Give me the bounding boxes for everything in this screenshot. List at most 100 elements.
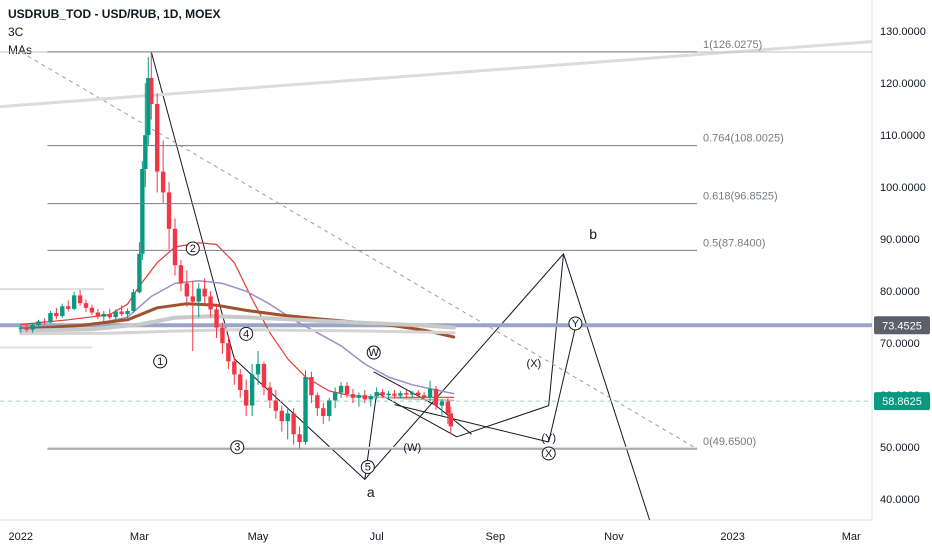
candle	[208, 291, 213, 318]
candle-body	[77, 295, 83, 304]
price-tag: 73.4525	[874, 316, 930, 335]
candle	[279, 405, 284, 432]
candle-body	[184, 283, 190, 297]
candle-body	[125, 310, 130, 315]
candle	[249, 364, 255, 416]
wave-label: 3	[230, 440, 245, 455]
candle-body	[327, 400, 332, 416]
wave-label-circle	[568, 316, 583, 331]
candle-body	[71, 295, 77, 309]
y-tick-label: 80.0000	[880, 286, 920, 298]
candle-body	[107, 314, 112, 318]
candle-body	[332, 392, 338, 401]
wave-label: Y	[568, 316, 583, 331]
wave-label: 1	[153, 354, 168, 369]
y-tick-label: 50.0000	[880, 442, 920, 454]
candle	[160, 140, 166, 203]
candle-body	[48, 313, 53, 323]
candle	[178, 260, 184, 292]
candle	[83, 299, 89, 312]
candle-body	[36, 321, 41, 325]
candle-body	[448, 413, 454, 427]
candle	[220, 322, 225, 354]
candle-body	[386, 393, 391, 396]
candle-body	[178, 265, 184, 284]
wave-label: 4	[239, 326, 254, 341]
candle-body	[404, 393, 409, 395]
candle-body	[208, 296, 213, 310]
moving-average-line	[18, 314, 456, 333]
candle-body	[350, 394, 356, 398]
candle-body	[392, 393, 397, 396]
candle-body	[140, 169, 145, 254]
wave-label-text: 4	[243, 328, 249, 340]
candle	[36, 319, 41, 328]
candle	[386, 391, 391, 399]
candle	[48, 310, 53, 324]
wave-label: (X)	[527, 358, 542, 370]
x-tick-label: May	[248, 531, 269, 543]
candle-body	[131, 292, 136, 311]
x-tick-label: 2022	[9, 531, 33, 543]
drawing-layer	[0, 40, 873, 521]
x-tick-label: 2023	[720, 531, 744, 543]
candle-body	[416, 392, 421, 396]
indicator-label-3c[interactable]: 3C	[8, 25, 24, 39]
candle-body	[95, 312, 101, 317]
candle-body	[166, 192, 172, 229]
price-tag-label: 73.4525	[882, 320, 922, 332]
candle	[131, 289, 136, 314]
wave-label-text: 1	[157, 356, 163, 368]
fib-level-label: 0(49.6500)	[703, 436, 756, 448]
candle-body	[232, 361, 237, 375]
candle	[24, 324, 29, 332]
wave-label: W	[366, 345, 381, 360]
wave-label-circle	[153, 354, 168, 369]
chart-title: USDRUB_TOD - USD/RUB, 1D, MOEX	[8, 7, 221, 21]
price-axis: 40.000050.000060.000070.000080.000090.00…	[880, 26, 926, 506]
candle-body	[374, 392, 379, 397]
fib-level-label: 0.618(96.8525)	[703, 191, 778, 203]
candle	[344, 382, 350, 398]
wave-label-text: 3	[234, 442, 240, 454]
candle-body	[285, 413, 290, 422]
moving-average-line	[20, 280, 455, 395]
candle	[238, 369, 243, 398]
x-tick-label: Mar	[130, 531, 149, 543]
y-tick-label: 120.0000	[880, 78, 926, 90]
candle	[172, 218, 178, 276]
wave-label: (Y)	[541, 432, 556, 444]
candle-body	[291, 413, 296, 435]
y-tick-label: 110.0000	[880, 130, 925, 142]
y-tick-label: 100.0000	[880, 182, 926, 194]
wave-label-text: W	[369, 347, 380, 359]
candle-body	[196, 288, 201, 302]
candle-body	[249, 374, 255, 406]
candle-body	[398, 393, 403, 396]
candle-body	[439, 401, 445, 406]
indicator-label-mas[interactable]: MAs	[8, 43, 32, 57]
candle	[327, 397, 332, 422]
candle-body	[137, 253, 142, 293]
wave-label: 5	[360, 459, 375, 474]
candle-body	[303, 377, 308, 442]
candle	[146, 57, 151, 146]
candle	[315, 392, 320, 416]
candle	[380, 388, 385, 398]
candle-body	[261, 364, 267, 388]
price-tags: 73.4525 58.8625	[874, 316, 930, 411]
y-tick-label: 70.0000	[880, 338, 920, 350]
wave-label: a	[367, 484, 375, 500]
candle	[143, 83, 148, 188]
trendline	[548, 327, 576, 443]
candle	[273, 390, 279, 419]
x-tick-label: Jul	[370, 531, 384, 543]
candle	[433, 385, 439, 410]
candle	[166, 182, 172, 250]
price-tag-bg	[874, 316, 930, 335]
candle	[297, 426, 302, 449]
candle-body	[238, 374, 243, 390]
candle	[202, 278, 207, 305]
candle	[285, 408, 290, 440]
